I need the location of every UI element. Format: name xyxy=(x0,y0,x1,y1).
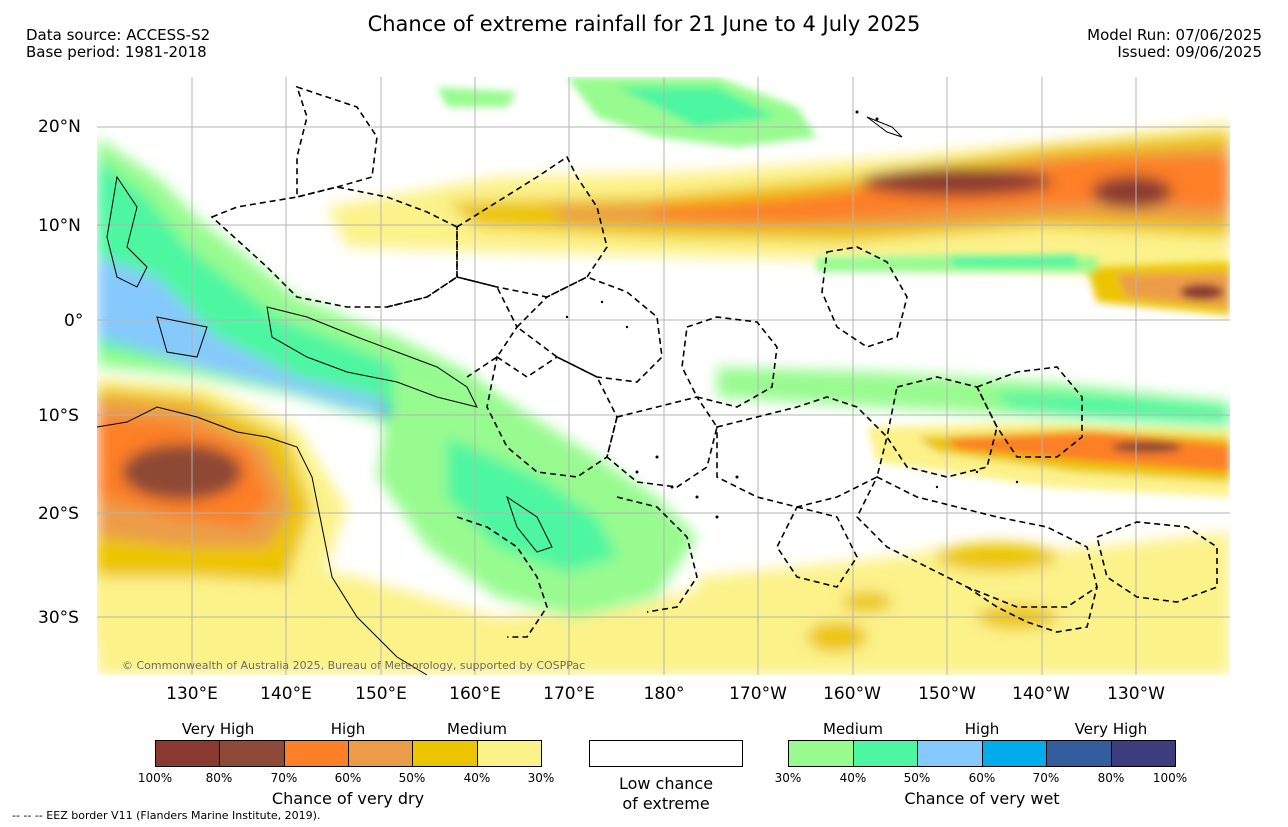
dry-colorbar xyxy=(155,740,542,767)
dry-tick: 70% xyxy=(270,771,298,785)
wet-tick: 100% xyxy=(1152,771,1188,785)
dry-tick: 100% xyxy=(137,771,173,785)
rainfall-map xyxy=(97,77,1230,675)
low-chance-caption: Low chance of extreme xyxy=(589,774,743,814)
wet-category-high: High xyxy=(964,720,1000,738)
lon-label-180: 180° xyxy=(643,684,685,704)
lon-label-130e: 130°E xyxy=(166,684,218,704)
wet-category-very-high: Very High xyxy=(1074,720,1148,738)
new-caledonia-coast xyxy=(506,495,553,553)
wet-tick: 30% xyxy=(774,771,802,785)
australia-coast xyxy=(97,406,428,675)
copyright-notice: © Commonwealth of Australia 2025, Bureau… xyxy=(122,659,586,672)
sulawesi-coast xyxy=(156,316,208,358)
dry-category-medium: Medium xyxy=(447,720,507,738)
dry-swatch-30-40 xyxy=(477,741,541,766)
lon-label-130w: 130°W xyxy=(1107,684,1165,704)
base-period-label: Base period: 1981-2018 xyxy=(26,43,207,61)
data-source-label: Data source: ACCESS-S2 xyxy=(26,26,211,44)
dry-tick: 40% xyxy=(463,771,491,785)
lat-label-20s: 20°S xyxy=(38,504,79,524)
eez-border-note: -- -- -- EEZ border V11 (Flanders Marine… xyxy=(12,809,321,822)
lon-label-150w: 150°W xyxy=(918,684,976,704)
new-guinea-coast xyxy=(266,306,478,408)
dry-tick: 30% xyxy=(527,771,555,785)
wet-zone-spcz xyxy=(377,357,697,617)
small-islands xyxy=(565,110,1019,519)
low-chance-swatch xyxy=(589,740,743,767)
dry-band-south-central xyxy=(867,422,1230,497)
dry-band-east xyxy=(1087,262,1230,315)
lat-label-10n: 10°N xyxy=(38,216,81,236)
wet-zone-north xyxy=(437,77,1097,272)
dry-category-high: High xyxy=(330,720,366,738)
dry-band-north xyxy=(327,122,1230,277)
dry-swatch-60-70 xyxy=(284,741,349,766)
eez-borders xyxy=(210,85,1218,638)
wet-tick: 50% xyxy=(903,771,931,785)
lat-label-20n: 20°N xyxy=(38,117,81,137)
wet-swatch-60-70 xyxy=(982,741,1047,766)
dry-swatch-50-60 xyxy=(348,741,414,766)
lat-label-30s: 30°S xyxy=(38,608,79,628)
wet-tick: 40% xyxy=(839,771,867,785)
low-chance-line1: Low chance xyxy=(618,774,714,793)
lon-label-170w: 170°W xyxy=(729,684,787,704)
wet-tick: 70% xyxy=(1032,771,1060,785)
wet-swatch-70-80 xyxy=(1047,741,1112,766)
map-title: Chance of extreme rainfall for 21 June t… xyxy=(367,12,921,36)
dry-tick: 80% xyxy=(205,771,233,785)
wet-swatch-50-60 xyxy=(918,741,983,766)
lon-label-140w: 140°W xyxy=(1012,684,1070,704)
low-chance-line2: of extreme xyxy=(622,794,710,813)
coastlines xyxy=(97,116,903,675)
dry-category-very-high: Very High xyxy=(181,720,255,738)
lon-label-140e: 140°E xyxy=(260,684,312,704)
lon-label-160e: 160°E xyxy=(449,684,501,704)
issued-label: Issued: 09/06/2025 xyxy=(1117,43,1262,61)
map-gridlines xyxy=(97,77,1230,675)
dry-swatch-80-100 xyxy=(156,741,221,766)
wet-swatch-80-100 xyxy=(1111,741,1175,766)
wet-swatch-30-40 xyxy=(789,741,854,766)
lat-label-equator: 0° xyxy=(64,311,84,331)
dry-swatch-70-80 xyxy=(220,741,285,766)
lon-label-160w: 160°W xyxy=(823,684,881,704)
wet-swatch-40-50 xyxy=(853,741,918,766)
model-run-label: Model Run: 07/06/2025 xyxy=(1087,26,1262,44)
wet-category-medium: Medium xyxy=(823,720,883,738)
dry-tick: 60% xyxy=(334,771,362,785)
dry-swatch-40-50 xyxy=(413,741,478,766)
philippines-coast xyxy=(106,175,148,288)
wet-colorbar xyxy=(788,740,1176,767)
wet-tick: 80% xyxy=(1097,771,1125,785)
wet-legend-caption: Chance of very wet xyxy=(904,789,1060,808)
hawaii-coast xyxy=(866,116,903,138)
dry-tick: 50% xyxy=(398,771,426,785)
wet-tick: 60% xyxy=(968,771,996,785)
lat-label-10s: 10°S xyxy=(38,406,79,426)
dry-legend-caption: Chance of very dry xyxy=(271,789,425,808)
lon-label-170e: 170°E xyxy=(543,684,595,704)
lon-label-150e: 150°E xyxy=(355,684,407,704)
